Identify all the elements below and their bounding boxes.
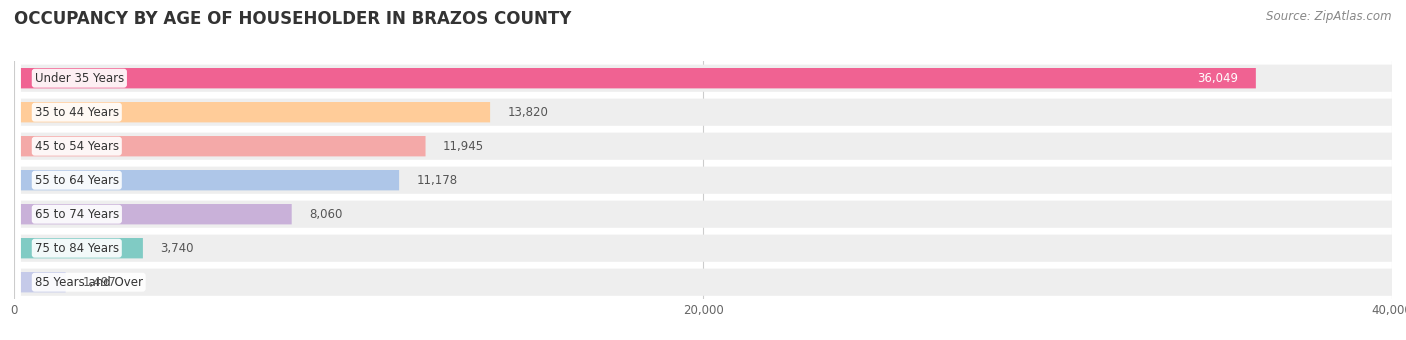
FancyBboxPatch shape [21, 65, 1392, 92]
Text: 11,945: 11,945 [443, 140, 484, 153]
Text: 35 to 44 Years: 35 to 44 Years [35, 106, 120, 119]
Text: 85 Years and Over: 85 Years and Over [35, 276, 143, 289]
Text: 8,060: 8,060 [309, 208, 342, 221]
Text: 11,178: 11,178 [416, 174, 457, 187]
FancyBboxPatch shape [21, 68, 1256, 88]
FancyBboxPatch shape [21, 167, 1392, 194]
Text: OCCUPANCY BY AGE OF HOUSEHOLDER IN BRAZOS COUNTY: OCCUPANCY BY AGE OF HOUSEHOLDER IN BRAZO… [14, 10, 571, 28]
Text: 1,497: 1,497 [83, 276, 117, 289]
FancyBboxPatch shape [21, 235, 1392, 262]
FancyBboxPatch shape [21, 170, 399, 190]
FancyBboxPatch shape [21, 238, 143, 258]
FancyBboxPatch shape [21, 272, 66, 292]
Text: 65 to 74 Years: 65 to 74 Years [35, 208, 120, 221]
FancyBboxPatch shape [21, 201, 1392, 228]
Text: 13,820: 13,820 [508, 106, 548, 119]
FancyBboxPatch shape [21, 269, 1392, 296]
FancyBboxPatch shape [21, 102, 491, 122]
FancyBboxPatch shape [21, 99, 1392, 126]
Text: Under 35 Years: Under 35 Years [35, 72, 124, 85]
FancyBboxPatch shape [21, 133, 1392, 160]
Text: 55 to 64 Years: 55 to 64 Years [35, 174, 120, 187]
FancyBboxPatch shape [21, 136, 426, 156]
Text: 3,740: 3,740 [160, 242, 194, 255]
Text: 75 to 84 Years: 75 to 84 Years [35, 242, 120, 255]
Text: Source: ZipAtlas.com: Source: ZipAtlas.com [1267, 10, 1392, 23]
Text: 45 to 54 Years: 45 to 54 Years [35, 140, 120, 153]
FancyBboxPatch shape [21, 204, 291, 224]
Text: 36,049: 36,049 [1198, 72, 1239, 85]
